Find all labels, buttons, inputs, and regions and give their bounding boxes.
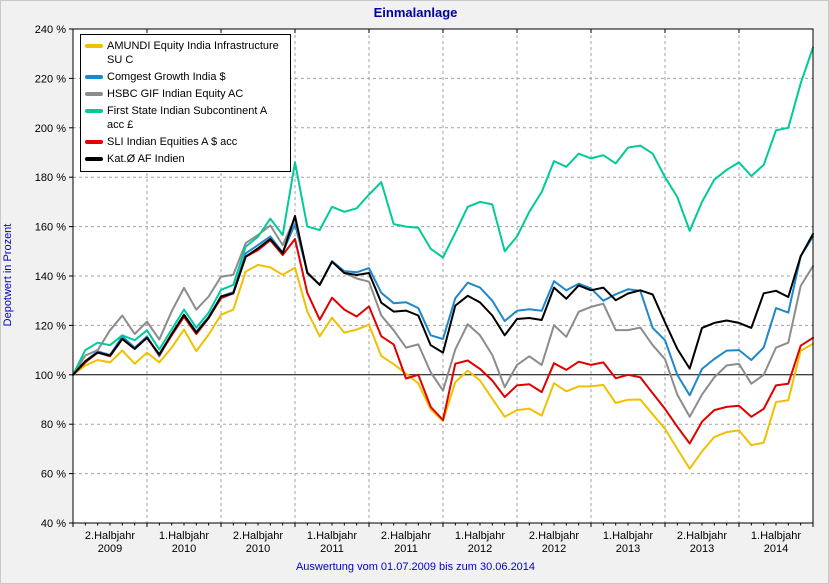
x-tick-label-line1: 2.Halbjahr xyxy=(233,530,283,542)
x-tick-label-line2: 2012 xyxy=(468,543,492,555)
x-tick-label-line1: 1.Halbjahr xyxy=(307,530,357,542)
series-line-kat-af-indien xyxy=(72,215,814,376)
legend-item: HSBC GIF Indian Equity AC xyxy=(85,87,286,101)
legend-swatch-icon xyxy=(85,75,103,79)
legend-item: Kat.Ø AF Indien xyxy=(85,152,286,166)
legend-label: First State Indian Subcontinent A acc £ xyxy=(107,105,267,131)
series-line-sli-indian-equities-a-acc xyxy=(72,238,814,445)
legend-item: First State Indian Subcontinent A acc £ xyxy=(85,104,286,132)
legend-item: Comgest Growth India $ xyxy=(85,70,286,84)
x-tick-label-line2: 2011 xyxy=(320,543,344,555)
x-tick-label-line2: 2013 xyxy=(616,543,640,555)
chart-caption: Auswertung vom 01.07.2009 bis zum 30.06.… xyxy=(295,561,536,573)
y-tick-label: 200 % xyxy=(35,123,66,135)
x-tick-label-line2: 2009 xyxy=(98,543,122,555)
legend-label: SLI Indian Equities A $ acc xyxy=(107,136,238,148)
x-tick-label-line1: 1.Halbjahr xyxy=(159,530,209,542)
y-tick-label: 160 % xyxy=(35,222,66,234)
chart-legend: AMUNDI Equity India Infrastructure SU C C… xyxy=(80,34,291,172)
x-tick-label-line2: 2010 xyxy=(172,543,196,555)
y-tick-label: 240 % xyxy=(35,24,66,36)
x-tick-label-line1: 2.Halbjahr xyxy=(677,530,727,542)
series-line-first-state-indian-subcontinent-a-acc xyxy=(72,46,814,376)
series-line-hsbc-gif-indian-equity-ac xyxy=(72,217,814,418)
chart-title: Einmalanlage xyxy=(373,5,458,20)
y-tick-label: 80 % xyxy=(41,419,66,431)
x-tick-label-line1: 2.Halbjahr xyxy=(85,530,135,542)
legend-item: SLI Indian Equities A $ acc xyxy=(85,135,286,149)
x-tick-label-line1: 1.Halbjahr xyxy=(751,530,801,542)
x-tick-label-line2: 2011 xyxy=(394,543,418,555)
legend-swatch-icon xyxy=(85,109,103,113)
y-tick-label: 100 % xyxy=(35,370,66,382)
legend-label: HSBC GIF Indian Equity AC xyxy=(107,88,244,100)
legend-label: Kat.Ø AF Indien xyxy=(107,153,185,165)
legend-label: Comgest Growth India $ xyxy=(107,71,226,83)
legend-item: AMUNDI Equity India Infrastructure SU C xyxy=(85,39,286,67)
legend-swatch-icon xyxy=(85,44,103,48)
y-tick-label: 220 % xyxy=(35,73,66,85)
x-tick-label-line1: 1.Halbjahr xyxy=(455,530,505,542)
x-tick-label-line1: 1.Halbjahr xyxy=(603,530,653,542)
x-tick-label-line1: 2.Halbjahr xyxy=(381,530,431,542)
x-tick-label-line2: 2013 xyxy=(690,543,714,555)
x-tick-label-line1: 2.Halbjahr xyxy=(529,530,579,542)
legend-swatch-icon xyxy=(85,140,103,144)
legend-swatch-icon xyxy=(85,92,103,96)
y-tick-label: 140 % xyxy=(35,271,66,283)
y-tick-label: 40 % xyxy=(41,518,66,530)
y-tick-label: 60 % xyxy=(41,469,66,481)
x-tick-label-line2: 2014 xyxy=(764,543,788,555)
y-tick-label: 180 % xyxy=(35,172,66,184)
legend-swatch-icon xyxy=(85,157,103,161)
y-tick-label: 120 % xyxy=(35,320,66,332)
x-tick-label-line2: 2010 xyxy=(246,543,270,555)
legend-label: AMUNDI Equity India Infrastructure SU C xyxy=(107,40,279,66)
x-tick-label-line2: 2012 xyxy=(542,543,566,555)
